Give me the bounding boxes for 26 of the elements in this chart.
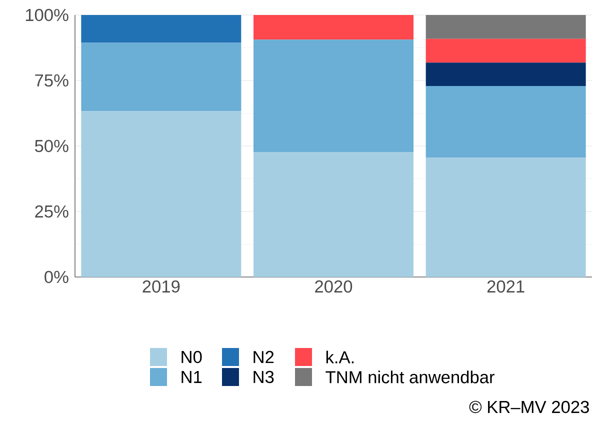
x-tick-label: 2020	[315, 280, 352, 293]
y-tick-label: 100%	[26, 8, 68, 22]
bar	[254, 152, 414, 277]
bar	[426, 158, 586, 277]
legend-label: N0	[182, 350, 202, 364]
y-tick-label: 75%	[35, 74, 68, 87]
y-tick-label: 25%	[35, 205, 68, 218]
x-tick-label: 2019	[142, 280, 180, 293]
bar	[426, 62, 586, 86]
legend-label: TNM nicht anwendbar	[326, 370, 494, 384]
legend-label: N3	[254, 370, 274, 384]
x-tick-label: 2021	[487, 280, 524, 293]
bar	[426, 15, 586, 39]
y-tick-label: 0%	[44, 270, 68, 284]
legend-label: N2	[254, 350, 274, 364]
bar	[81, 42, 242, 112]
legend-label: k.A.	[326, 350, 354, 364]
bar	[254, 15, 414, 40]
bar	[81, 15, 242, 43]
bar	[81, 111, 242, 277]
y-tick-label: 50%	[34, 140, 68, 152]
legend-label: N1	[182, 371, 202, 383]
bar	[426, 38, 586, 63]
bar	[426, 86, 586, 158]
text: © KR–MV 2023	[469, 400, 589, 414]
bar	[254, 40, 414, 152]
